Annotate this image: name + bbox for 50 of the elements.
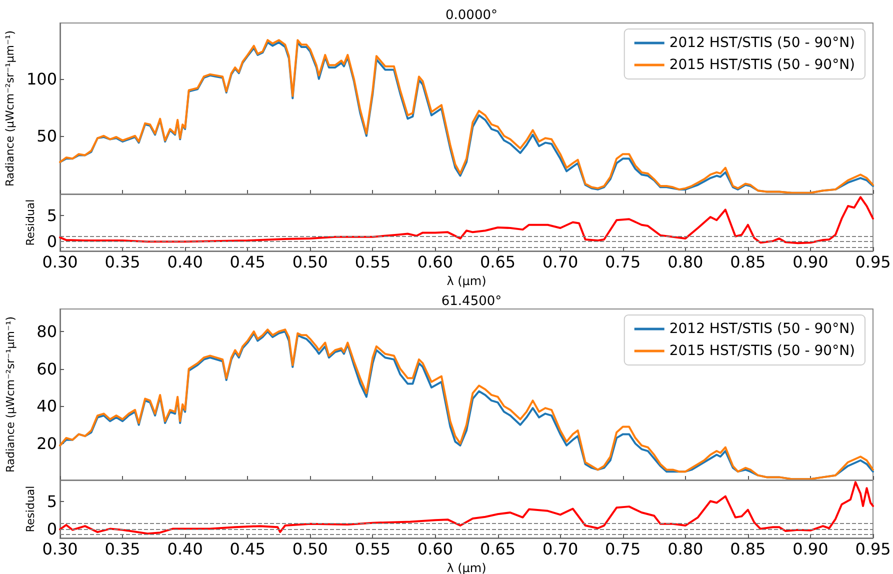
y-tick-label: 5 bbox=[46, 492, 57, 512]
x-tick-label: 0.95 bbox=[855, 252, 891, 272]
y-tick-label: 60 bbox=[36, 359, 57, 378]
x-tick-label: 0.85 bbox=[730, 540, 766, 558]
x-tick-label: 0.85 bbox=[730, 252, 766, 272]
y-axis-title: Residual bbox=[24, 199, 37, 246]
y-tick-label: 0 bbox=[46, 519, 57, 538]
x-tick-label: 0.35 bbox=[104, 540, 140, 558]
x-tick-label: 0.55 bbox=[354, 540, 391, 558]
x-tick-label: 0.70 bbox=[542, 540, 578, 558]
y-tick-label: 5 bbox=[46, 206, 57, 225]
legend-label: 2012 HST/STIS (50 - 90°N) bbox=[669, 35, 856, 51]
chart-title: 0.0000° bbox=[446, 8, 498, 23]
y-tick-label: 80 bbox=[36, 322, 57, 341]
x-tick-label: 0.70 bbox=[542, 252, 578, 272]
x-tick-label: 0.40 bbox=[167, 252, 203, 272]
chart-title: 61.4500° bbox=[441, 294, 502, 309]
x-tick-label: 0.80 bbox=[668, 252, 704, 272]
x-tick-label: 0.45 bbox=[230, 252, 266, 272]
x-tick-label: 0.30 bbox=[42, 252, 78, 272]
y-tick-label: 100 bbox=[26, 69, 57, 88]
x-tick-label: 0.35 bbox=[104, 252, 140, 272]
legend-label: 2015 HST/STIS (50 - 90°N) bbox=[669, 343, 856, 359]
y-tick-label: 50 bbox=[36, 126, 57, 146]
x-tick-label: 0.65 bbox=[480, 540, 516, 558]
x-axis-title: λ (μm) bbox=[446, 560, 486, 574]
y-tick-label: 40 bbox=[36, 396, 57, 416]
x-tick-label: 0.45 bbox=[230, 540, 266, 558]
x-tick-label: 0.80 bbox=[668, 540, 704, 558]
x-tick-label: 0.65 bbox=[480, 252, 516, 272]
x-tick-label: 0.60 bbox=[417, 252, 454, 272]
x-tick-label: 0.30 bbox=[42, 540, 78, 558]
x-tick-label: 0.90 bbox=[792, 540, 828, 558]
y-axis-title: Residual bbox=[24, 486, 37, 532]
x-tick-label: 0.95 bbox=[855, 540, 891, 558]
y-axis-title: Radiance (μWcm⁻²sr⁻¹μm⁻¹) bbox=[4, 316, 17, 473]
y-tick-label: 0 bbox=[46, 232, 57, 252]
legend-label: 2015 HST/STIS (50 - 90°N) bbox=[669, 57, 856, 73]
x-tick-label: 0.60 bbox=[417, 540, 454, 558]
x-tick-label: 0.50 bbox=[292, 252, 328, 272]
x-axis-title: λ (μm) bbox=[446, 274, 486, 288]
x-tick-label: 0.75 bbox=[605, 252, 641, 272]
x-tick-label: 0.55 bbox=[354, 252, 391, 272]
x-tick-label: 0.75 bbox=[605, 540, 641, 558]
y-axis-title: Radiance (μWcm⁻²sr⁻¹μm⁻¹) bbox=[4, 30, 17, 187]
x-tick-label: 0.40 bbox=[167, 540, 203, 558]
x-tick-label: 0.50 bbox=[292, 540, 328, 558]
legend-label: 2012 HST/STIS (50 - 90°N) bbox=[669, 321, 856, 337]
y-tick-label: 20 bbox=[36, 434, 57, 454]
x-tick-label: 0.90 bbox=[792, 252, 828, 272]
